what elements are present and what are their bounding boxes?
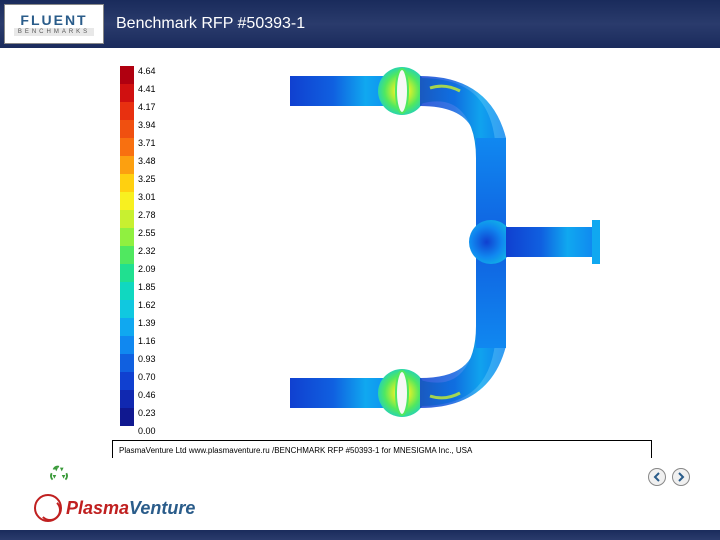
colorbar-segment — [120, 264, 134, 282]
colorbar-tick-label: 4.64 — [138, 62, 156, 80]
colorbar-tick-label: 1.16 — [138, 332, 156, 350]
colorbar-tick-label: 1.85 — [138, 278, 156, 296]
colorbar-segment — [120, 228, 134, 246]
valve-top-disc — [396, 69, 408, 113]
colorbar-segment — [120, 336, 134, 354]
colorbar-tick-label: 4.17 — [138, 98, 156, 116]
colorbar-tick-label: 3.48 — [138, 152, 156, 170]
footer-stripe — [0, 530, 720, 540]
valve-bottom-disc — [396, 371, 408, 415]
colorbar-segment — [120, 354, 134, 372]
brand-part2: Venture — [129, 498, 195, 518]
colorbar-segment — [120, 192, 134, 210]
colorbar-segment — [120, 174, 134, 192]
footer-brand-text: PlasmaVenture — [66, 498, 195, 519]
colorbar-segment — [120, 390, 134, 408]
colorbar-segment — [120, 372, 134, 390]
brand-part1: Plasma — [66, 498, 129, 518]
colorbar-tick-label: 4.41 — [138, 80, 156, 98]
colorbar-tick-label: 3.94 — [138, 116, 156, 134]
arrow-left-icon — [652, 472, 662, 482]
colorbar-tick-label: 2.09 — [138, 260, 156, 278]
colorbar-segment — [120, 282, 134, 300]
plasmaventure-logo: PlasmaVenture — [34, 494, 195, 522]
arrow-right-icon — [676, 472, 686, 482]
colorbar-tick-label: 0.70 — [138, 368, 156, 386]
header-bar: FLUENT BENCHMARKS Benchmark RFP #50393-1 — [0, 0, 720, 48]
colorbar-tick-label: 3.25 — [138, 170, 156, 188]
colorbar-tick-label: 2.78 — [138, 206, 156, 224]
recycle-icon — [48, 464, 70, 486]
colorbar-tick-label: 0.46 — [138, 386, 156, 404]
colorbar-segment — [120, 408, 134, 426]
colorbar-segment — [120, 300, 134, 318]
nav-arrows — [648, 468, 690, 486]
colorbar-tick-label: 0.93 — [138, 350, 156, 368]
main-content: 4.644.414.173.943.713.483.253.012.782.55… — [0, 48, 720, 458]
pipe-outlet — [506, 227, 594, 257]
colorbar-segment — [120, 138, 134, 156]
colorbar-segment — [120, 318, 134, 336]
footer: PlasmaVenture — [0, 458, 720, 540]
colorbar-segment — [120, 246, 134, 264]
colorbar-segment — [120, 156, 134, 174]
colorbar-segment — [120, 120, 134, 138]
colorbar-tick-label: 2.32 — [138, 242, 156, 260]
logo-sub-text: BENCHMARKS — [14, 28, 94, 36]
colorbar-segment — [120, 66, 134, 84]
next-button[interactable] — [672, 468, 690, 486]
colorbar-tick-label: 0.23 — [138, 404, 156, 422]
caption-line1: PlasmaVenture Ltd www.plasmaventure.ru /… — [119, 446, 472, 455]
cfd-contour-plot — [230, 58, 630, 438]
colorbar-tick-label: 1.62 — [138, 296, 156, 314]
colorbar-tick-label: 2.55 — [138, 224, 156, 242]
outlet-flange — [592, 220, 600, 264]
colorbar-tick-label: 3.01 — [138, 188, 156, 206]
colorbar-segment — [120, 84, 134, 102]
colorbar-tick-label: 0.00 — [138, 422, 156, 440]
logo-main-text: FLUENT — [20, 12, 87, 28]
colorbar-segment — [120, 102, 134, 120]
logo-swirl-icon — [34, 494, 62, 522]
prev-button[interactable] — [648, 468, 666, 486]
colorbar-tick-label: 1.39 — [138, 314, 156, 332]
fluent-logo: FLUENT BENCHMARKS — [4, 4, 104, 44]
colorbar-labels: 4.644.414.173.943.713.483.253.012.782.55… — [138, 62, 156, 440]
page-title: Benchmark RFP #50393-1 — [116, 15, 305, 33]
colorbar: 4.644.414.173.943.713.483.253.012.782.55… — [120, 66, 190, 436]
colorbar-tick-label: 3.71 — [138, 134, 156, 152]
colorbar-gradient — [120, 66, 134, 426]
colorbar-segment — [120, 210, 134, 228]
